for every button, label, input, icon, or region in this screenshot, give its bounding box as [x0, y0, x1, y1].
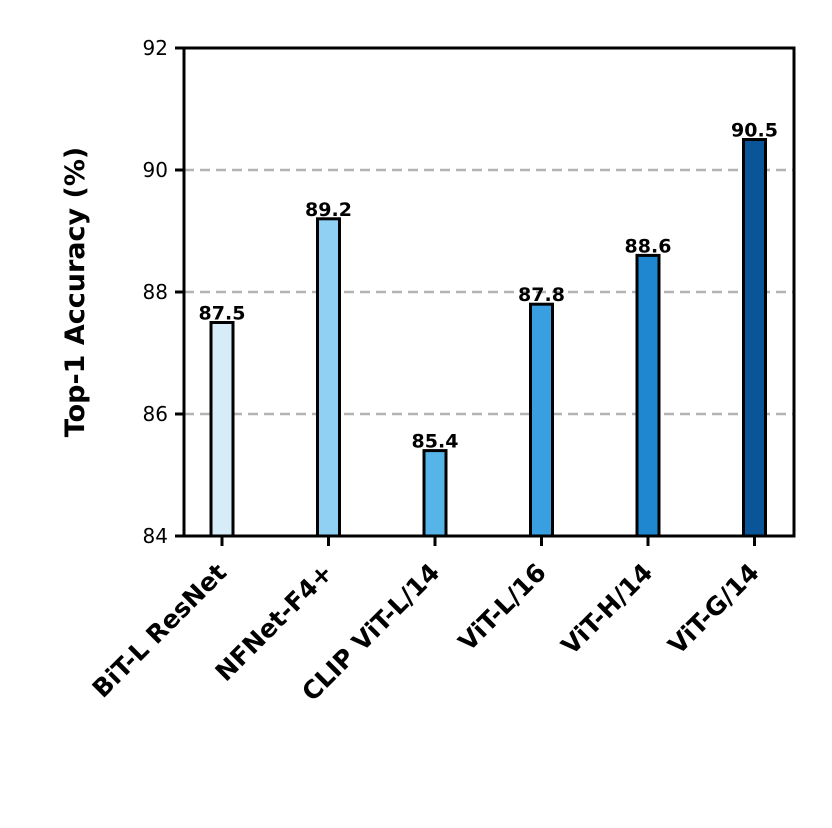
grid-lines: [184, 168, 794, 416]
y-tick-label: 84: [143, 524, 168, 548]
y-tick-label: 86: [143, 402, 168, 426]
bar: [635, 253, 661, 538]
bar: [209, 321, 235, 538]
bar-value-label: 85.4: [412, 431, 459, 453]
bar: [742, 138, 767, 538]
bar: [316, 217, 341, 538]
bar-value-labels: 87.5 89.2 85.4 87.8 88.6 90.5: [199, 120, 778, 453]
bar-value-label: 89.2: [305, 199, 352, 221]
bar: [422, 449, 448, 538]
y-tick-label: 90: [143, 158, 168, 182]
bars: [209, 138, 767, 538]
bar: [529, 302, 554, 538]
bar-value-label: 87.8: [518, 284, 565, 306]
bar-value-label: 88.6: [625, 235, 672, 257]
x-category-label: ViT-H/14: [556, 558, 659, 661]
bar-value-label: 87.5: [199, 303, 246, 325]
y-tick-label: 92: [143, 36, 168, 60]
y-tick-label: 88: [143, 280, 168, 304]
x-axis-ticks: [220, 536, 756, 546]
y-axis-label: Top-1 Accuracy (%): [60, 147, 91, 438]
x-category-label: ViT-G/14: [662, 558, 764, 660]
x-category-label: BiT-L ResNet: [87, 558, 233, 704]
bar-value-label: 90.5: [731, 120, 778, 142]
x-category-label: ViT-L/16: [453, 558, 552, 657]
y-axis-ticks: 84 86 88 90 92: [143, 36, 184, 548]
